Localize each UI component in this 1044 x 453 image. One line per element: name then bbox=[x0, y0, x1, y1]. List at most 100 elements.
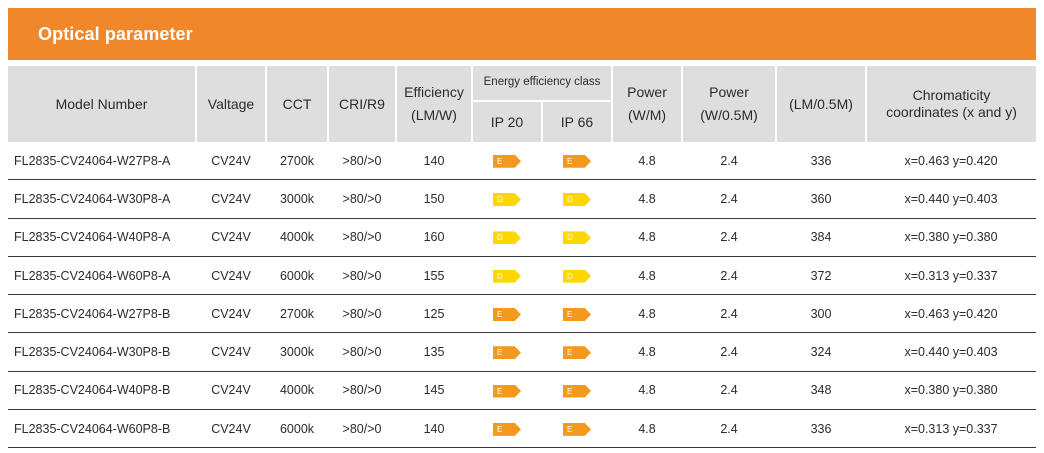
cell-cct: 6000k bbox=[266, 256, 328, 296]
cell-cri: >80/>0 bbox=[328, 332, 396, 372]
header-ip66: IP 66 bbox=[540, 101, 614, 142]
cell-lumen: 324 bbox=[776, 332, 867, 372]
table-row: FL2835-CV24064-W40P8-A CV24V 4000k >80/>0 16… bbox=[8, 218, 1037, 257]
cell-power-per-half-meter: 2.4 bbox=[682, 218, 777, 257]
energy-class-badge: D bbox=[563, 269, 591, 283]
optical-parameter-table: Model Number Valtage CCT CRI/R9 Efficien… bbox=[8, 66, 1037, 449]
cell-cct: 6000k bbox=[266, 409, 328, 449]
energy-class-badge: D bbox=[563, 193, 591, 207]
energy-class-badge: E bbox=[493, 384, 521, 398]
cell-power-per-meter: 4.8 bbox=[612, 142, 683, 181]
header-model: Model Number bbox=[8, 66, 197, 142]
header-voltage: Valtage bbox=[195, 66, 267, 142]
header-chromaticity: Chromaticity coordinates (x and y) bbox=[865, 66, 1037, 142]
cell-voltage: CV24V bbox=[196, 179, 266, 219]
cell-cct: 3000k bbox=[266, 179, 328, 219]
cell-cri: >80/>0 bbox=[328, 371, 396, 411]
cell-chromaticity: x=0.463 y=0.420 bbox=[866, 142, 1037, 181]
cell-power-per-meter: 4.8 bbox=[612, 179, 683, 219]
cell-cri: >80/>0 bbox=[328, 179, 396, 219]
cell-efficiency: 145 bbox=[396, 371, 472, 411]
cell-ip20-class: D bbox=[472, 256, 542, 296]
header-efficiency-line2: (LM/W) bbox=[411, 107, 457, 123]
header-power-m-line2: (W/M) bbox=[627, 107, 667, 123]
table-row: FL2835-CV24064-W30P8-B CV24V 3000k >80/>0 13… bbox=[8, 332, 1037, 372]
cell-lumen: 360 bbox=[776, 179, 867, 219]
cell-power-per-half-meter: 2.4 bbox=[682, 409, 777, 449]
cell-chromaticity: x=0.440 y=0.403 bbox=[866, 179, 1037, 219]
header-efficiency-line1: Efficiency bbox=[404, 84, 464, 101]
energy-class-badge: D bbox=[493, 231, 521, 245]
cell-efficiency: 140 bbox=[396, 142, 472, 181]
cell-cri: >80/>0 bbox=[328, 409, 396, 449]
cell-power-per-meter: 4.8 bbox=[612, 371, 683, 411]
energy-class-badge: E bbox=[563, 346, 591, 360]
header-ip20: IP 20 bbox=[471, 101, 543, 142]
cell-ip20-class: E bbox=[472, 371, 542, 411]
table-row: FL2835-CV24064-W30P8-A CV24V 3000k >80/>0 15… bbox=[8, 179, 1037, 219]
cell-ip66-class: D bbox=[542, 256, 613, 296]
header-energy-class: Energy efficiency class bbox=[470, 66, 614, 102]
cell-efficiency: 135 bbox=[396, 332, 472, 372]
cell-ip66-class: D bbox=[542, 218, 613, 257]
energy-class-badge: E bbox=[563, 422, 591, 436]
cell-cct: 3000k bbox=[266, 332, 328, 372]
cell-chromaticity: x=0.380 y=0.380 bbox=[866, 218, 1037, 257]
cell-power-per-meter: 4.8 bbox=[612, 218, 683, 257]
header-efficiency: Efficiency (LM/W) bbox=[395, 66, 473, 142]
cell-cct: 4000k bbox=[266, 371, 328, 411]
table-body: FL2835-CV24064-W27P8-A CV24V 2700k >80/>0 14… bbox=[8, 142, 1037, 449]
cell-chromaticity: x=0.440 y=0.403 bbox=[866, 332, 1037, 372]
table-row: FL2835-CV24064-W27P8-B CV24V 2700k >80/>0 12… bbox=[8, 294, 1037, 334]
table-row: FL2835-CV24064-W60P8-B CV24V 6000k >80/>0 14… bbox=[8, 409, 1037, 449]
cell-model-number: FL2835-CV24064-W30P8-A bbox=[8, 179, 196, 219]
header-cri: CRI/R9 bbox=[327, 66, 397, 142]
cell-model-number: FL2835-CV24064-W27P8-B bbox=[8, 294, 196, 334]
cell-chromaticity: x=0.463 y=0.420 bbox=[866, 294, 1037, 334]
cell-cct: 4000k bbox=[266, 218, 328, 257]
cell-lumen: 336 bbox=[776, 142, 867, 181]
cell-voltage: CV24V bbox=[196, 218, 266, 257]
cell-cct: 2700k bbox=[266, 294, 328, 334]
header-cct: CCT bbox=[265, 66, 329, 142]
cell-ip20-class: E bbox=[472, 142, 542, 181]
header-power-half-line1: Power bbox=[709, 84, 749, 101]
cell-model-number: FL2835-CV24064-W60P8-B bbox=[8, 409, 196, 449]
energy-class-badge: E bbox=[563, 154, 591, 168]
cell-model-number: FL2835-CV24064-W27P8-A bbox=[8, 142, 196, 181]
cell-voltage: CV24V bbox=[196, 256, 266, 296]
cell-chromaticity: x=0.313 y=0.337 bbox=[866, 256, 1037, 296]
energy-class-badge: D bbox=[563, 231, 591, 245]
cell-power-per-meter: 4.8 bbox=[612, 294, 683, 334]
cell-ip20-class: E bbox=[472, 409, 542, 449]
header-power-half-line2: (W/0.5M) bbox=[700, 107, 758, 123]
energy-class-badge: D bbox=[493, 193, 521, 207]
header-power-m: Power (W/M) bbox=[611, 66, 684, 142]
cell-ip66-class: E bbox=[542, 294, 613, 334]
cell-ip20-class: E bbox=[472, 294, 542, 334]
cell-lumen: 384 bbox=[776, 218, 867, 257]
header-power-m-line1: Power bbox=[627, 84, 667, 101]
energy-class-badge: E bbox=[493, 422, 521, 436]
cell-efficiency: 155 bbox=[396, 256, 472, 296]
cell-voltage: CV24V bbox=[196, 409, 266, 449]
section-title-bar: Optical parameter bbox=[8, 8, 1036, 60]
cell-power-per-meter: 4.8 bbox=[612, 256, 683, 296]
header-chromaticity-line2: coordinates (x and y) bbox=[886, 104, 1017, 120]
cell-efficiency: 150 bbox=[396, 179, 472, 219]
section-title: Optical parameter bbox=[38, 23, 193, 44]
cell-power-per-half-meter: 2.4 bbox=[682, 294, 777, 334]
cell-ip66-class: E bbox=[542, 409, 613, 449]
energy-class-badge: E bbox=[493, 307, 521, 321]
cell-lumen: 336 bbox=[776, 409, 867, 449]
header-chromaticity-line1: Chromaticity bbox=[912, 87, 991, 104]
cell-ip20-class: D bbox=[472, 218, 542, 257]
cell-cri: >80/>0 bbox=[328, 142, 396, 181]
cell-model-number: FL2835-CV24064-W40P8-B bbox=[8, 371, 196, 411]
cell-power-per-half-meter: 2.4 bbox=[682, 371, 777, 411]
cell-voltage: CV24V bbox=[196, 332, 266, 372]
energy-class-badge: D bbox=[493, 269, 521, 283]
cell-model-number: FL2835-CV24064-W60P8-A bbox=[8, 256, 196, 296]
cell-ip66-class: E bbox=[542, 371, 613, 411]
cell-power-per-meter: 4.8 bbox=[612, 409, 683, 449]
